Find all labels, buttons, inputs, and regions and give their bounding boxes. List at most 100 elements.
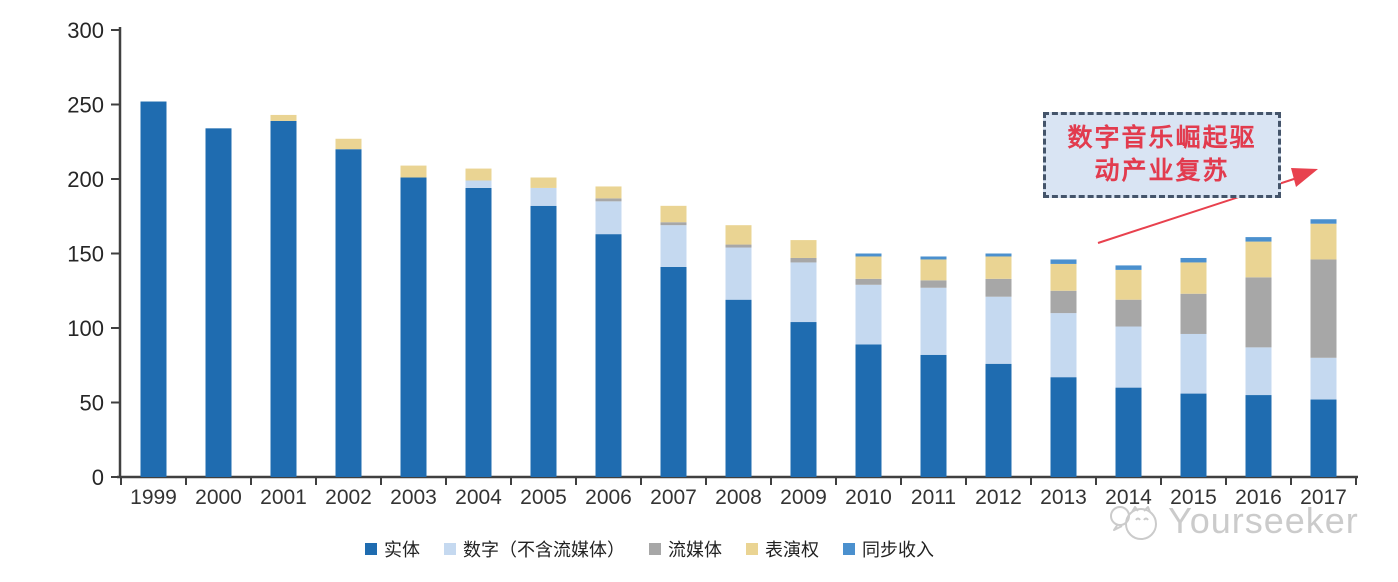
bar-segment-2013: [1050, 263, 1077, 291]
x-axis-tick-label: 2017: [1300, 486, 1347, 509]
legend-label: 同步收入: [862, 540, 934, 560]
bar-segment-2013: [1050, 377, 1077, 477]
bar-segment-2010: [855, 256, 882, 279]
legend-label: 表演权: [765, 540, 819, 560]
y-axis-tick-label: 100: [67, 316, 104, 341]
x-axis-tick-label: 2006: [585, 486, 632, 509]
x-axis-tick-label: 2015: [1170, 486, 1217, 509]
watermark: Yourseeker: [1108, 498, 1359, 544]
x-axis-tick-label: 2001: [260, 486, 307, 509]
legend-item: 同步收入: [843, 536, 934, 562]
bar-segment-2013: [1050, 259, 1077, 264]
bar-segment-2016: [1245, 241, 1272, 278]
annotation-text-line1: 数字音乐崛起驱: [1067, 125, 1257, 152]
annotation-text-line2: 动产业复苏: [1094, 158, 1230, 185]
x-axis-tick-label: 2004: [455, 486, 502, 509]
legend-swatch-icon: [365, 543, 377, 555]
bar-segment-2010: [855, 284, 882, 345]
bar-segment-2015: [1180, 262, 1207, 294]
bar-segment-2015: [1180, 257, 1207, 263]
bar-segment-2005: [530, 177, 557, 188]
bar-segment-2014: [1115, 387, 1142, 477]
bar-segment-2015: [1180, 293, 1207, 334]
legend-label: 实体: [384, 540, 420, 560]
bar-segment-2014: [1115, 326, 1142, 388]
y-axis-tick-label: 200: [67, 167, 104, 192]
bar-segment-2016: [1245, 347, 1272, 396]
bar-segment-2011: [920, 280, 947, 288]
bar-segment-2001: [270, 114, 297, 121]
bar-segment-2014: [1115, 265, 1142, 270]
x-axis-tick-label: 2009: [780, 486, 827, 509]
x-axis-tick-label: 2008: [715, 486, 762, 509]
bar-segment-2011: [920, 287, 947, 355]
legend-item: 流媒体: [649, 536, 722, 562]
bar-segment-2008: [725, 299, 752, 477]
bar-segment-2010: [855, 278, 882, 285]
bar-segment-2006: [595, 201, 622, 235]
bar-segment-2008: [725, 225, 752, 245]
y-axis-tick-label: 50: [80, 391, 104, 416]
bar-segment-2017: [1310, 219, 1337, 224]
bar-segment-2016: [1245, 395, 1272, 477]
bar-segment-2017: [1310, 259, 1337, 358]
bar-segment-2003: [400, 165, 427, 178]
watermark-text: Yourseeker: [1168, 500, 1359, 541]
legend-item: 数字（不含流媒体）: [444, 536, 625, 562]
bar-segment-2009: [790, 322, 817, 477]
bar-segment-2017: [1310, 357, 1337, 400]
x-axis-tick-label: 2014: [1105, 486, 1152, 509]
bar-segment-2013: [1050, 290, 1077, 314]
bar-segment-2016: [1245, 277, 1272, 348]
bar-segment-2010: [855, 344, 882, 477]
bar-segment-2005: [530, 187, 557, 206]
legend-label: 数字（不含流媒体）: [463, 540, 625, 560]
x-axis-tick-label: 2005: [520, 486, 567, 509]
bar-segment-2012: [985, 253, 1012, 257]
bar-segment-2012: [985, 363, 1012, 477]
bar-segment-2017: [1310, 399, 1337, 477]
bar-segment-1999: [140, 101, 167, 478]
legend-swatch-icon: [444, 543, 456, 555]
bar-segment-2002: [335, 149, 362, 477]
bar-segment-2017: [1310, 223, 1337, 260]
legend-label: 流媒体: [668, 540, 722, 560]
chart-legend: 实体 数字（不含流媒体） 流媒体 表演权 同步收入: [365, 536, 934, 562]
bar-segment-2000: [205, 128, 232, 477]
x-axis-tick-label: 2010: [845, 486, 892, 509]
bar-segment-2003: [400, 177, 427, 477]
legend-item: 实体: [365, 536, 420, 562]
bar-segment-2008: [725, 244, 752, 248]
x-axis-tick-label: 2011: [911, 486, 956, 509]
bar-segment-2002: [335, 138, 362, 150]
bar-segment-2012: [985, 296, 1012, 364]
x-axis-tick-label: 2007: [650, 486, 697, 509]
bar-segment-2012: [985, 256, 1012, 279]
bar-segment-2011: [920, 259, 947, 281]
bar-segment-2007: [660, 222, 687, 226]
bar-segment-2007: [660, 225, 687, 267]
bar-segment-2006: [595, 234, 622, 477]
bar-segment-2014: [1115, 269, 1142, 300]
x-axis-tick-label: 1999: [130, 486, 177, 509]
x-axis-tick-label: 2012: [975, 486, 1022, 509]
bar-segment-2011: [920, 354, 947, 477]
bar-segment-2013: [1050, 313, 1077, 378]
x-axis-tick-label: 2000: [195, 486, 242, 509]
legend-swatch-icon: [843, 543, 855, 555]
bar-segment-2015: [1180, 393, 1207, 477]
legend-swatch-icon: [649, 543, 661, 555]
legend-item: 表演权: [746, 536, 819, 562]
x-axis-tick-label: 2016: [1235, 486, 1282, 509]
bar-segment-2006: [595, 198, 622, 202]
y-axis-tick-label: 300: [67, 18, 104, 43]
bar-segment-2011: [920, 256, 947, 260]
legend-swatch-icon: [746, 543, 758, 555]
bar-segment-2004: [465, 168, 492, 181]
bar-segment-2008: [725, 247, 752, 300]
annotation-arrowhead: [1291, 168, 1318, 187]
bar-segment-2007: [660, 205, 687, 223]
bar-segment-2009: [790, 257, 817, 263]
bar-segment-2007: [660, 266, 687, 477]
bar-segment-2014: [1115, 299, 1142, 327]
